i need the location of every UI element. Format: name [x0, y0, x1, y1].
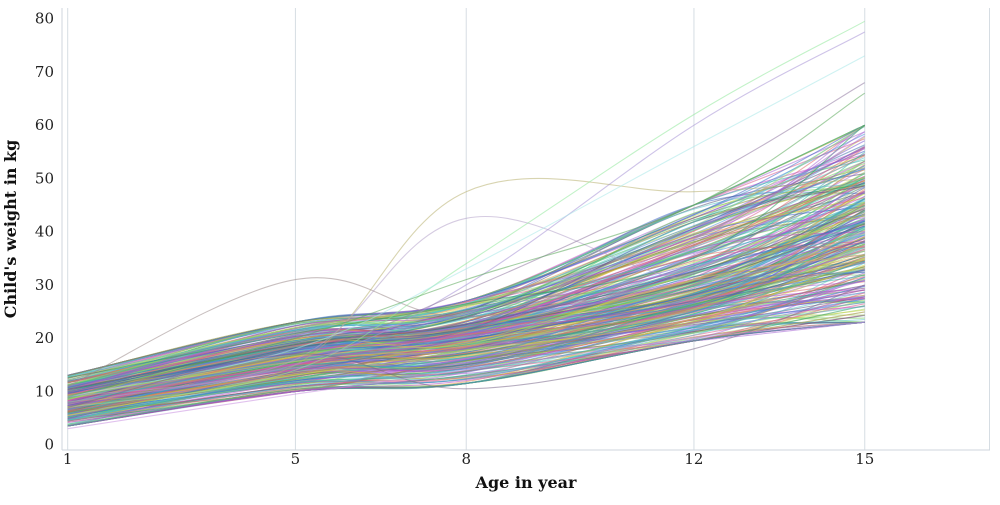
trajectory-line	[67, 225, 865, 394]
trajectory-line	[67, 285, 865, 415]
outlier-trajectory-line	[67, 55, 865, 398]
trajectory-line	[67, 254, 865, 409]
trajectory-line	[67, 321, 865, 427]
trajectory-line	[67, 292, 865, 422]
trajectory-line	[67, 228, 865, 405]
trajectory-line	[67, 253, 865, 397]
trajectory-lines	[67, 20, 866, 430]
trajectory-line	[67, 207, 865, 390]
trajectory-line	[67, 278, 865, 413]
trajectory-line	[67, 144, 865, 378]
y-axis-title: Child's weight in kg	[1, 140, 20, 319]
y-tick-label: 50	[35, 169, 54, 187]
y-tick-label: 60	[35, 116, 54, 134]
outlier-trajectory-line	[67, 82, 865, 392]
outlier-trajectory-line	[67, 92, 866, 398]
trajectory-line	[67, 253, 865, 419]
x-tick-label: 12	[684, 450, 703, 468]
y-tick-label: 40	[35, 223, 54, 241]
y-tick-label: 80	[35, 10, 54, 28]
trajectory-line	[67, 180, 865, 396]
x-tick-label: 15	[855, 450, 874, 468]
y-tick-label: 0	[44, 436, 54, 454]
outlier-trajectory-line	[67, 284, 865, 408]
y-tick-label: 70	[35, 63, 54, 81]
x-tick-label: 1	[63, 450, 73, 468]
trajectory-line	[67, 274, 865, 414]
outlier-trajectory-line	[67, 31, 865, 403]
trajectory-line	[67, 257, 865, 416]
trajectory-line	[67, 238, 865, 404]
outlier-trajectory-line	[67, 321, 865, 430]
trajectory-line	[67, 296, 865, 424]
y-tick-label: 10	[35, 382, 54, 400]
x-tick-label: 5	[291, 450, 301, 468]
y-tick-label: 30	[35, 276, 54, 294]
trajectory-line	[67, 291, 865, 421]
outlier-trajectory-line	[67, 204, 865, 387]
x-axis-title: Age in year	[475, 473, 577, 492]
trajectory-line	[67, 220, 865, 393]
trajectory-line	[67, 168, 865, 383]
outlier-trajectory-line	[67, 20, 865, 408]
x-tick-label: 8	[461, 450, 471, 468]
trajectory-line	[67, 248, 865, 405]
y-tick-label: 20	[35, 329, 54, 347]
trajectory-line	[67, 131, 865, 391]
trajectory-line	[67, 238, 865, 394]
